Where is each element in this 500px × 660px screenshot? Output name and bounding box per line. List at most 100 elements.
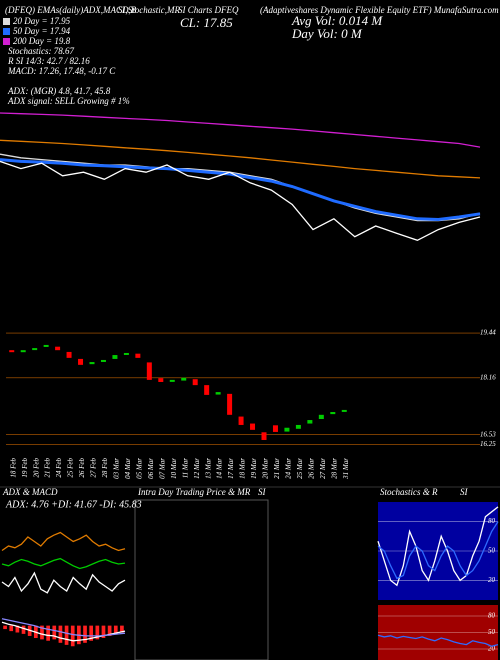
- x-tick-label: 27 Feb: [90, 458, 98, 478]
- x-tick-label: 20 Mar: [262, 458, 270, 479]
- series-line: [0, 153, 481, 222]
- x-tick-label: 14 Mar: [216, 458, 224, 479]
- candle: [272, 425, 278, 432]
- histogram-bar: [52, 625, 57, 640]
- y-tick-label: 20: [488, 576, 496, 584]
- x-tick-label: 26 Mar: [307, 458, 315, 479]
- x-tick-label: 06 Mar: [147, 458, 155, 479]
- candle: [78, 358, 84, 365]
- candle: [307, 420, 313, 424]
- candle: [66, 351, 72, 358]
- histogram-bar: [46, 625, 50, 641]
- x-tick-label: 10 Mar: [170, 458, 178, 479]
- candle: [43, 344, 49, 347]
- candle: [146, 362, 152, 380]
- info-line: R SI 14/3: 42.7 / 82.16: [7, 56, 90, 66]
- histogram-bar: [120, 625, 124, 633]
- intraday-title: Intra Day Trading Price & MR: [137, 487, 251, 497]
- histogram-bar: [95, 625, 100, 640]
- histogram-bar: [101, 625, 106, 638]
- panel-title: Stochastics & R: [380, 487, 438, 497]
- panel-subtitle: SI: [460, 487, 469, 497]
- histogram-bar: [89, 625, 94, 641]
- histogram-bar: [64, 625, 69, 645]
- candle: [204, 385, 210, 395]
- series-line: [0, 112, 481, 148]
- candle: [158, 378, 164, 382]
- histogram-bar: [3, 625, 7, 630]
- candle: [9, 350, 15, 353]
- info-line: Stochastics: 78.67: [8, 46, 74, 56]
- x-tick-label: 03 Mar: [113, 458, 121, 479]
- y-tick-label: 80: [488, 612, 496, 620]
- candle: [89, 362, 95, 365]
- x-tick-label: 12 Mar: [193, 458, 201, 479]
- x-tick-label: 25 Feb: [67, 458, 75, 478]
- series-line: [0, 160, 481, 242]
- x-tick-label: 24 Mar: [285, 458, 293, 479]
- candle: [135, 353, 141, 358]
- y-tick-label: 80: [488, 517, 496, 525]
- x-tick-label: 21 Mar: [273, 458, 281, 479]
- x-tick-label: 07 Mar: [158, 458, 166, 479]
- legend-swatch: [3, 18, 10, 25]
- x-tick-label: 31 Mar: [342, 458, 350, 480]
- y-tick-label: 18.16: [480, 373, 496, 381]
- day-vol: Day Vol: 0 M: [291, 26, 363, 41]
- legend-entry: 50 Day = 17.94: [13, 26, 71, 36]
- candle: [32, 348, 38, 351]
- x-tick-label: 19 Mar: [250, 458, 258, 479]
- series-line: [1, 531, 126, 552]
- info-line: ADX: (MGR) 4.8, 41.7, 45.8: [7, 86, 111, 96]
- legend-swatch: [3, 28, 10, 35]
- candle: [181, 377, 187, 381]
- histogram-bar: [58, 625, 63, 643]
- close-label: CL: 17.85: [180, 15, 233, 30]
- candle: [341, 409, 347, 412]
- legend-entry: 20 Day = 17.95: [13, 16, 71, 26]
- series-line: [1, 618, 126, 637]
- y-tick-label: 50: [488, 547, 496, 555]
- panel-subtitle: ADX: 4.76 +DI: 41.67 -DI: 45.83: [5, 499, 142, 510]
- x-tick-label: 19 Feb: [21, 458, 29, 478]
- x-tick-label: 05 Mar: [135, 458, 143, 479]
- y-tick-label: 16.53: [480, 430, 496, 438]
- series-line: [377, 634, 499, 647]
- intraday-box: [134, 499, 269, 660]
- header: (DFEQ) EMAs(daily)ADX,MACD,B: [5, 5, 137, 15]
- x-tick-label: 20 Feb: [32, 458, 40, 478]
- candle: [250, 423, 256, 430]
- x-tick-label: 25 Mar: [296, 458, 304, 479]
- candle: [20, 350, 26, 353]
- histogram-bar: [83, 625, 87, 643]
- series-line: [0, 139, 481, 179]
- series-line: [377, 521, 499, 580]
- x-tick-label: 28 Feb: [101, 458, 109, 478]
- candle: [215, 392, 221, 395]
- candle: [192, 379, 198, 386]
- series-line: [1, 571, 126, 594]
- header: SI,Stochastic,MR: [118, 5, 180, 15]
- x-tick-label: 26 Feb: [78, 458, 86, 478]
- legend-swatch: [3, 38, 10, 45]
- x-tick-label: 24 Feb: [55, 458, 63, 478]
- x-tick-label: 04 Mar: [124, 458, 132, 479]
- candle: [112, 355, 118, 359]
- y-tick-label: 16.25: [480, 440, 496, 448]
- x-tick-label: 17 Mar: [227, 458, 235, 479]
- candle: [330, 412, 336, 415]
- candle: [261, 432, 267, 440]
- series-line: [1, 557, 126, 570]
- x-tick-label: 13 Mar: [204, 458, 212, 479]
- x-tick-label: 21 Feb: [44, 458, 52, 478]
- histogram-bar: [113, 625, 118, 634]
- info-line: ADX signal: SELL Growing # 1%: [7, 96, 130, 106]
- y-tick-label: 50: [488, 628, 496, 636]
- candle: [227, 393, 233, 415]
- candle: [100, 359, 106, 362]
- candle: [295, 424, 301, 429]
- candle: [238, 416, 244, 425]
- panel-title: ADX & MACD: [2, 487, 58, 497]
- histogram-bar: [40, 625, 44, 640]
